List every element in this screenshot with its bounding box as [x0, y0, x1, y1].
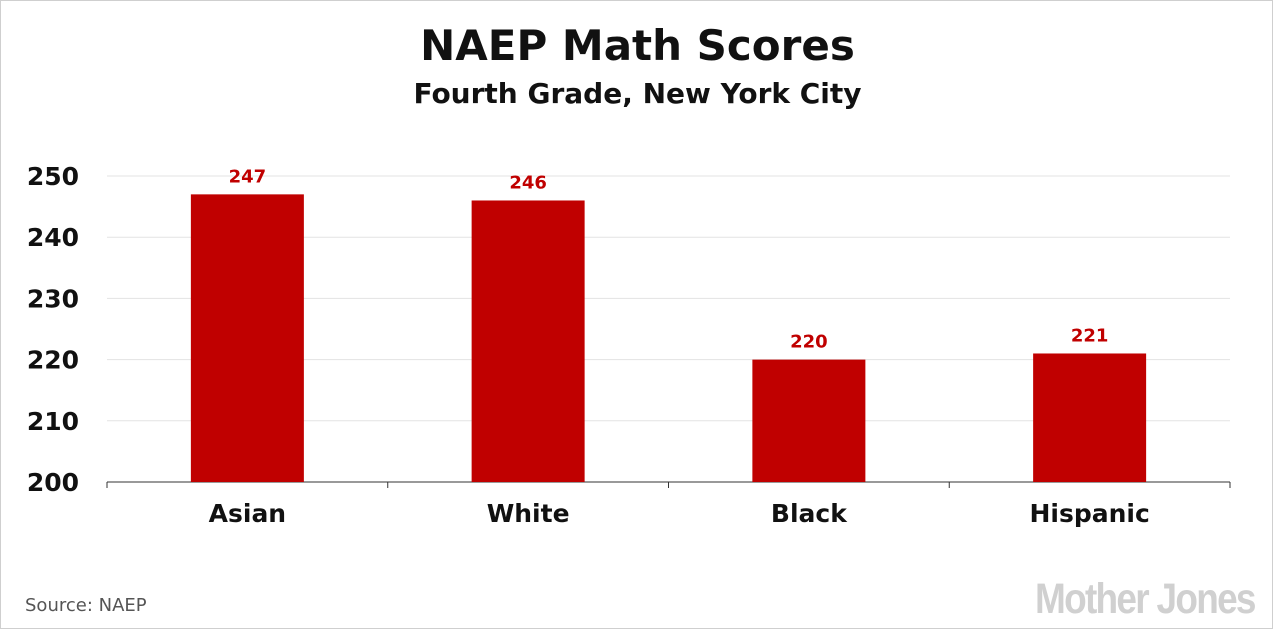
x-tick-label: White	[487, 499, 570, 528]
y-tick-label: 240	[27, 223, 79, 252]
y-tick-label: 200	[27, 468, 79, 497]
y-tick-label: 250	[27, 162, 79, 191]
bar	[752, 360, 865, 482]
source-note: Source: NAEP	[25, 595, 147, 616]
bar	[472, 200, 585, 482]
y-tick-label: 210	[27, 407, 79, 436]
bar	[191, 194, 304, 482]
x-tick-label: Asian	[209, 499, 286, 528]
x-tick-label: Black	[771, 499, 848, 528]
data-label: 221	[1071, 325, 1109, 346]
data-label: 220	[790, 332, 828, 353]
x-tick-label: Hispanic	[1029, 499, 1149, 528]
y-tick-label: 230	[27, 284, 79, 313]
y-tick-label: 220	[27, 346, 79, 375]
data-label: 247	[229, 166, 267, 187]
mother-jones-logo: Mother Jones	[1035, 575, 1255, 624]
bar	[1033, 353, 1146, 482]
data-label: 246	[509, 172, 547, 193]
